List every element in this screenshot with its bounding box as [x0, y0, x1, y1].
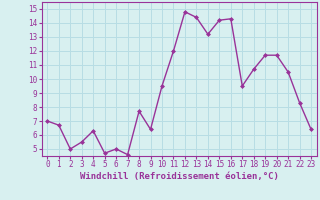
X-axis label: Windchill (Refroidissement éolien,°C): Windchill (Refroidissement éolien,°C): [80, 172, 279, 181]
